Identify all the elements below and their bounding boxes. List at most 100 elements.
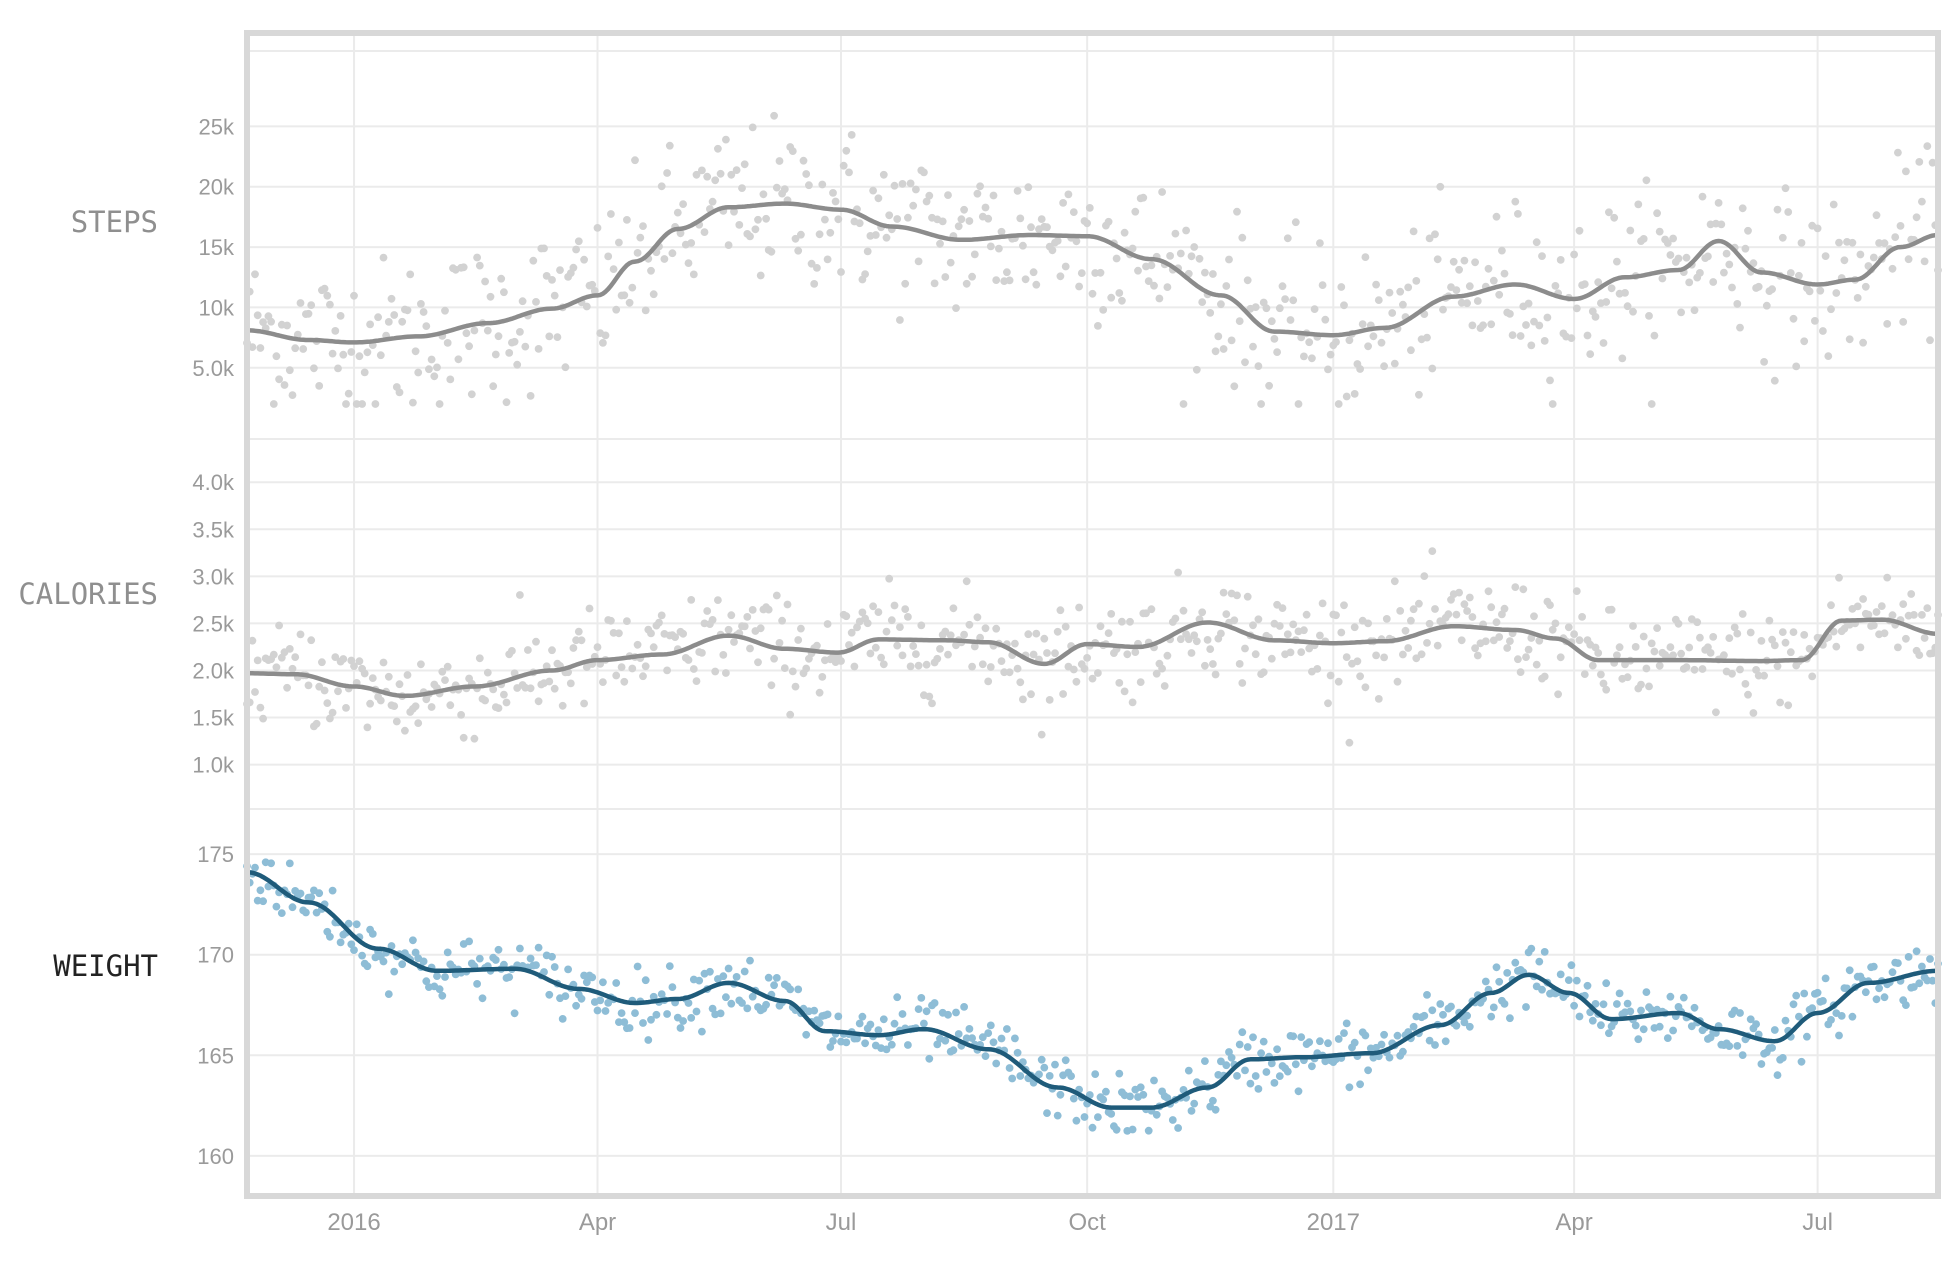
steps-point: [1037, 215, 1046, 224]
steps-point: [1685, 278, 1694, 287]
weight-point: [1770, 1026, 1779, 1034]
steps-point: [352, 400, 361, 408]
steps-point: [1479, 321, 1487, 330]
steps-point: [542, 272, 551, 280]
weight-point: [716, 1009, 725, 1018]
x-tick-label: Oct: [1068, 1209, 1106, 1236]
calories-point: [545, 677, 554, 686]
weight-point: [1217, 1057, 1225, 1066]
calories-point: [767, 681, 776, 690]
calories-point: [1056, 606, 1065, 615]
steps-point: [1190, 243, 1199, 251]
calories-point: [1043, 649, 1051, 657]
calories-point: [845, 641, 853, 649]
steps-point: [805, 181, 813, 190]
steps-point: [1821, 252, 1830, 260]
steps-point: [1610, 213, 1619, 222]
steps-point: [601, 331, 610, 340]
calories-point: [1160, 682, 1169, 690]
weight-point: [411, 948, 420, 957]
steps-point: [419, 308, 428, 316]
weight-point: [347, 940, 356, 949]
weight-point: [1080, 1113, 1089, 1121]
calories-point: [1645, 682, 1653, 691]
steps-point: [954, 222, 963, 231]
steps-point: [1811, 317, 1819, 325]
weight-point: [1144, 1126, 1153, 1135]
x-tick-label: Jul: [826, 1209, 857, 1236]
calories-point: [1313, 665, 1322, 673]
calories-point: [1647, 639, 1656, 648]
weight-point: [965, 1025, 974, 1033]
weight-point: [1690, 1003, 1699, 1012]
weight-point: [1572, 976, 1581, 985]
steps-point: [957, 215, 966, 224]
weight-point: [1088, 1123, 1097, 1132]
steps-point: [981, 203, 990, 212]
weight-point: [1845, 966, 1854, 975]
calories-point: [1163, 651, 1172, 660]
steps-point: [1294, 400, 1303, 408]
steps-point: [1257, 400, 1265, 408]
y-tick-label: 175: [197, 842, 234, 867]
steps-point: [1655, 227, 1664, 236]
steps-point: [1653, 209, 1661, 218]
calories-point: [1342, 653, 1351, 661]
steps-point: [280, 381, 289, 389]
weight-point: [810, 1006, 819, 1015]
weight-point: [1316, 1037, 1324, 1046]
weight-point: [695, 976, 704, 985]
steps-point: [1722, 249, 1731, 258]
calories-point: [1254, 615, 1263, 624]
steps-point: [920, 168, 928, 177]
calories-point: [283, 683, 291, 692]
steps-point: [1840, 256, 1849, 265]
steps-point: [1848, 238, 1857, 247]
weight-point: [1107, 1110, 1116, 1118]
weight-point: [1441, 1037, 1450, 1046]
y-tick-label: 160: [197, 1144, 234, 1169]
steps-point: [716, 169, 725, 178]
weight-point: [601, 1007, 610, 1015]
weight-point: [1099, 1095, 1108, 1104]
weight-point: [644, 1036, 653, 1044]
steps-point: [821, 215, 829, 224]
calories-point: [1361, 683, 1370, 692]
steps-point: [759, 190, 768, 199]
steps-point: [1029, 268, 1038, 277]
steps-point: [732, 166, 741, 175]
calories-point: [599, 678, 607, 686]
steps-point: [1912, 213, 1921, 222]
calories-point: [1840, 624, 1849, 633]
steps-point: [1321, 315, 1330, 324]
calories-point: [1532, 660, 1541, 669]
calories-point: [443, 662, 452, 671]
calories-point: [1642, 664, 1651, 673]
steps-point: [267, 317, 275, 326]
weight-point: [1827, 1016, 1835, 1024]
weight-point: [1016, 1072, 1025, 1080]
calories-point: [1827, 601, 1835, 610]
calories-point: [1738, 610, 1747, 618]
weight-point: [277, 909, 286, 917]
y-tick-label: 15k: [199, 235, 235, 260]
weight-point: [358, 951, 366, 960]
steps-point: [904, 213, 912, 222]
calories-point: [847, 628, 856, 637]
calories-point: [253, 656, 262, 665]
steps-point: [379, 253, 388, 262]
steps-point: [1361, 253, 1370, 261]
weight-point: [986, 1021, 995, 1030]
weight-point: [1238, 1028, 1247, 1037]
weight-point: [422, 977, 431, 986]
steps-point: [1760, 358, 1768, 366]
steps-point: [1540, 337, 1549, 345]
steps-point: [660, 255, 669, 263]
steps-point: [861, 270, 869, 278]
calories-point: [1548, 625, 1557, 634]
calories-point: [698, 649, 706, 657]
weight-point: [1495, 977, 1504, 986]
steps-point: [1069, 208, 1078, 217]
steps-point: [1075, 282, 1083, 291]
steps-point: [1926, 336, 1934, 345]
